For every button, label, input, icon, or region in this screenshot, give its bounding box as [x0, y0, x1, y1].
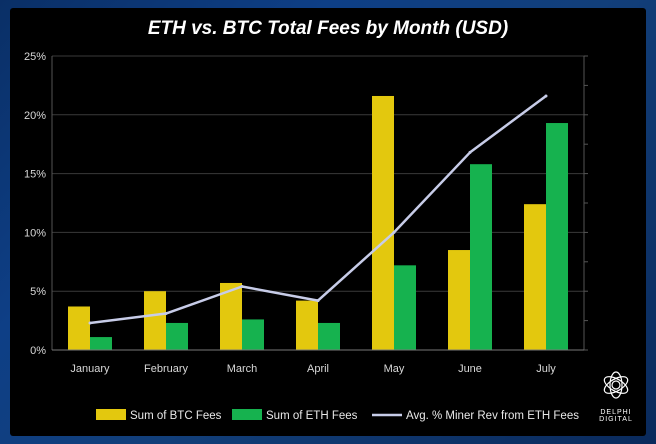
- legend-label: Sum of BTC Fees: [130, 410, 222, 422]
- bar-sum-of-eth-fees-march: [242, 319, 264, 350]
- legend-label: Sum of ETH Fees: [266, 410, 358, 422]
- bar-sum-of-btc-fees-july: [524, 204, 546, 350]
- line-point-march: [240, 284, 244, 288]
- logo-text: DELPHI DIGITAL: [599, 409, 633, 423]
- legend-swatch: [232, 409, 262, 420]
- line-point-july: [544, 94, 548, 98]
- bar-sum-of-btc-fees-may: [372, 95, 394, 350]
- y-tick-label: 5%: [30, 286, 46, 298]
- x-tick-label: June: [458, 363, 482, 375]
- x-tick-label: February: [144, 363, 189, 375]
- y-tick-label: 15%: [24, 169, 46, 181]
- line-point-april: [316, 299, 320, 303]
- legend-label: Avg. % Miner Rev from ETH Fees: [406, 410, 579, 422]
- bar-sum-of-eth-fees-july: [546, 123, 568, 350]
- bar-sum-of-eth-fees-may: [394, 265, 416, 350]
- bar-sum-of-btc-fees-february: [144, 291, 166, 350]
- y-tick-label: 10%: [24, 227, 46, 239]
- x-tick-label: January: [70, 363, 110, 375]
- x-tick-label: July: [536, 363, 556, 375]
- x-tick-label: March: [227, 363, 258, 375]
- line-point-february: [164, 312, 168, 316]
- legend-swatch: [96, 409, 126, 420]
- bar-sum-of-btc-fees-january: [68, 306, 90, 350]
- bar-sum-of-eth-fees-january: [90, 337, 112, 350]
- y-tick-label: 20%: [24, 110, 46, 122]
- bar-sum-of-eth-fees-february: [166, 322, 188, 350]
- line-point-may: [392, 230, 396, 234]
- chart-title: ETH vs. BTC Total Fees by Month (USD): [147, 18, 509, 39]
- bar-sum-of-eth-fees-april: [318, 322, 340, 350]
- x-tick-label: May: [384, 363, 405, 375]
- y-tick-label: 0%: [30, 345, 46, 357]
- line-point-january: [88, 321, 92, 325]
- line-point-june: [468, 150, 472, 154]
- bar-sum-of-btc-fees-march: [220, 282, 242, 350]
- x-tick-label: April: [307, 363, 329, 375]
- bar-sum-of-btc-fees-april: [296, 300, 318, 350]
- bar-sum-of-btc-fees-june: [448, 250, 470, 350]
- delphi-logo: DELPHI DIGITAL: [585, 368, 647, 423]
- bar-sum-of-eth-fees-june: [470, 164, 492, 350]
- delphi-logo-icon: [603, 371, 629, 399]
- y-tick-label: 25%: [24, 51, 46, 63]
